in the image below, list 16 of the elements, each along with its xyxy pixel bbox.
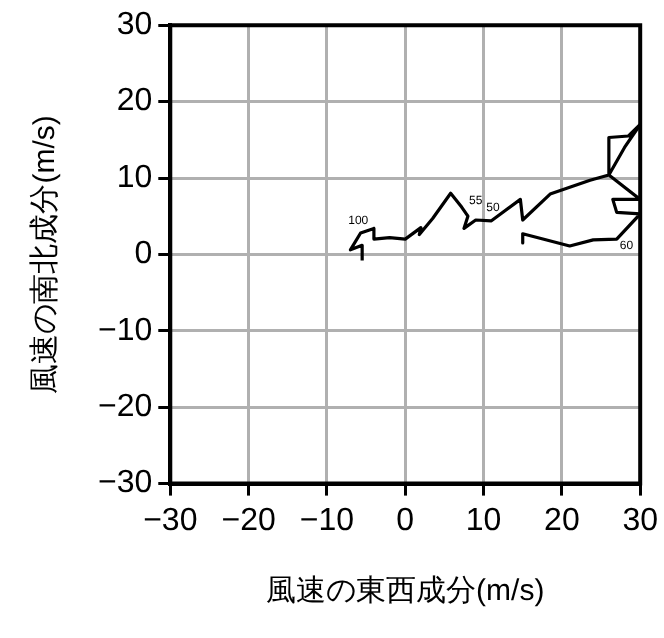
x-tick-label: −20	[221, 503, 276, 538]
x-tick-label: −30	[143, 503, 198, 538]
y-tick-label: −20	[98, 390, 153, 425]
y-tick-label: 10	[116, 160, 153, 195]
x-tick-label: 0	[396, 503, 415, 538]
y-tick-label: −30	[98, 466, 153, 501]
x-tick-label: 10	[465, 503, 502, 538]
y-tick-label: −10	[98, 313, 153, 348]
x-tick-label: −10	[299, 503, 355, 538]
x-axis-title: 風速の東西成分(m/s)	[266, 574, 545, 609]
y-axis-title: 風速の南北成分(m/s)	[28, 115, 63, 394]
y-tick-label: 0	[134, 237, 153, 272]
x-tick-label: 20	[544, 503, 580, 538]
x-tick-label: 30	[622, 503, 659, 538]
y-tick-label: 20	[116, 84, 153, 119]
y-tick-label: 30	[116, 8, 153, 43]
